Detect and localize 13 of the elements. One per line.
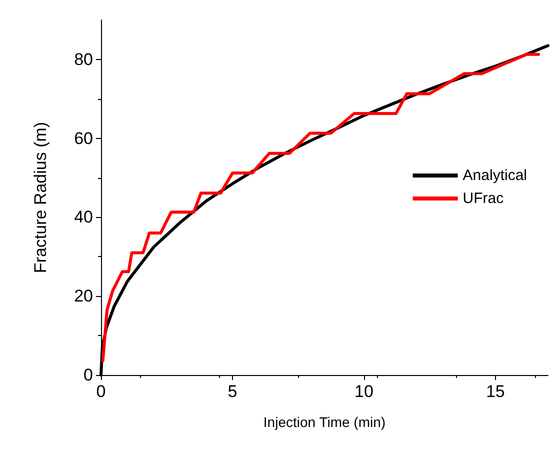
- y-axis-title: Fracture Radius (m): [31, 122, 50, 274]
- x-tick-label: 10: [354, 382, 374, 401]
- y-tick-label: 40: [74, 208, 93, 227]
- y-tick-label: 80: [74, 50, 93, 69]
- x-axis-title: Injection Time (min): [263, 414, 386, 430]
- y-tick-label: 0: [84, 366, 93, 384]
- x-tick-label: 5: [228, 382, 238, 401]
- legend-label: UFrac: [462, 190, 504, 207]
- x-tick-label: 15: [486, 382, 505, 401]
- x-tick-label: 0: [96, 382, 106, 401]
- y-tick-label: 60: [74, 128, 93, 148]
- legend-label: Analytical: [462, 167, 528, 184]
- y-tick-label: 20: [74, 286, 93, 306]
